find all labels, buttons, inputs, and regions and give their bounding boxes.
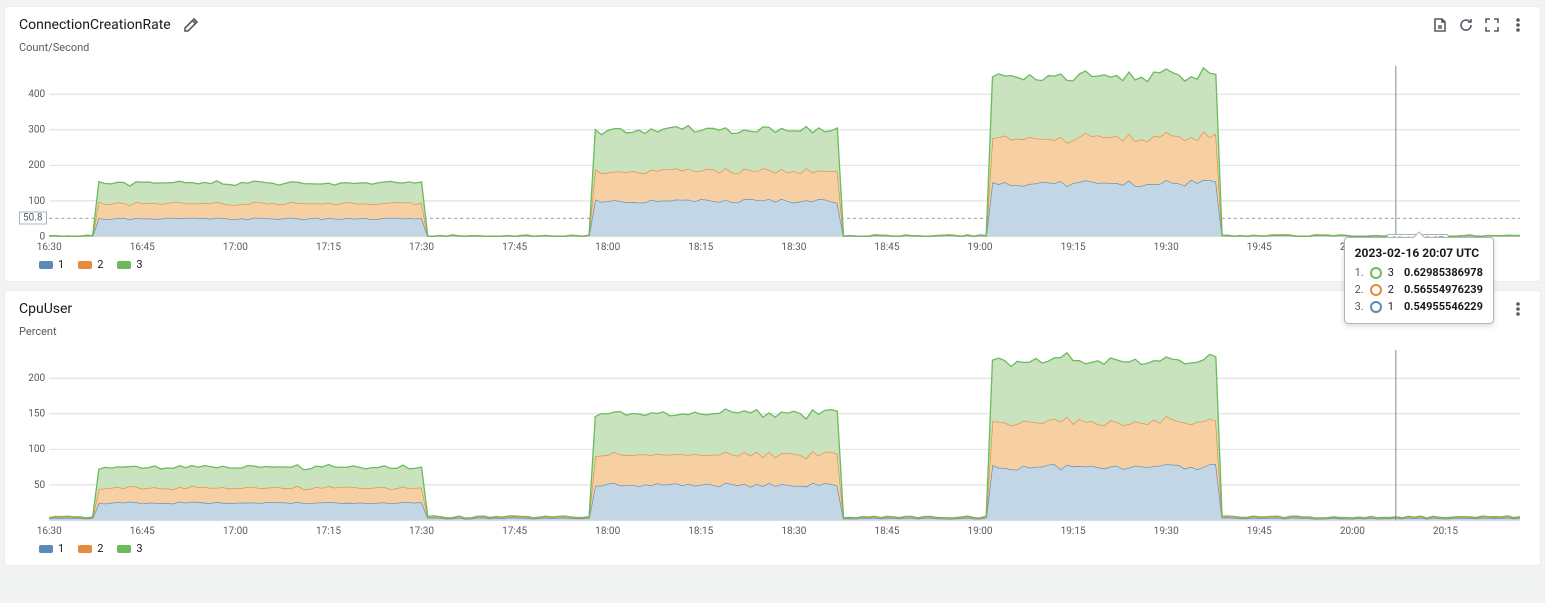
legend-item[interactable]: 2 bbox=[78, 542, 103, 555]
legend: 1 2 3 bbox=[5, 254, 1540, 281]
tooltip-value: 0.56554976239 bbox=[1404, 283, 1483, 296]
tooltip-row: 3. 1 0.54955546229 bbox=[1355, 298, 1483, 315]
legend-item[interactable]: 1 bbox=[39, 258, 64, 271]
series-ring-icon bbox=[1370, 284, 1382, 296]
svg-text:19:15: 19:15 bbox=[1061, 242, 1086, 253]
tooltip-value: 0.54955546229 bbox=[1404, 300, 1483, 313]
refresh-icon[interactable] bbox=[1456, 15, 1476, 35]
svg-text:19:45: 19:45 bbox=[1247, 242, 1272, 253]
tooltip-rank: 1. bbox=[1355, 266, 1364, 279]
chart-panel-cpu-user: CpuUser Percent 50 100 150 200 16:30 16:45 17:… bbox=[4, 290, 1541, 566]
svg-text:16:30: 16:30 bbox=[37, 526, 62, 537]
svg-text:19:00: 19:00 bbox=[968, 526, 993, 537]
svg-text:17:15: 17:15 bbox=[316, 526, 341, 537]
legend-label: 2 bbox=[97, 542, 103, 555]
legend-swatch bbox=[117, 545, 131, 553]
legend-swatch bbox=[39, 545, 53, 553]
legend-label: 1 bbox=[58, 542, 64, 555]
svg-text:20:15: 20:15 bbox=[1433, 526, 1458, 537]
svg-text:16:45: 16:45 bbox=[130, 526, 155, 537]
svg-text:400: 400 bbox=[28, 89, 45, 100]
expand-icon[interactable] bbox=[1482, 15, 1502, 35]
svg-text:20:00: 20:00 bbox=[1340, 526, 1365, 537]
hover-tooltip: 2023-02-16 20:07 UTC 1. 3 0.62985386978 … bbox=[1344, 237, 1494, 324]
tooltip-value: 0.62985386978 bbox=[1404, 266, 1483, 279]
tooltip-title: 2023-02-16 20:07 UTC bbox=[1355, 246, 1483, 260]
svg-text:300: 300 bbox=[28, 125, 45, 136]
svg-text:0: 0 bbox=[40, 231, 46, 242]
svg-text:19:00: 19:00 bbox=[968, 242, 993, 253]
svg-text:16:45: 16:45 bbox=[130, 242, 155, 253]
legend-label: 2 bbox=[97, 258, 103, 271]
baseline-readout: 50.8 bbox=[19, 211, 47, 224]
svg-text:200: 200 bbox=[28, 160, 45, 171]
svg-text:200: 200 bbox=[28, 373, 45, 384]
svg-text:18:30: 18:30 bbox=[781, 242, 806, 253]
svg-text:18:00: 18:00 bbox=[595, 526, 620, 537]
tooltip-rank: 2. bbox=[1355, 283, 1364, 296]
svg-text:17:45: 17:45 bbox=[502, 526, 527, 537]
legend: 1 2 3 bbox=[5, 538, 1540, 565]
chart-area[interactable]: 0 100 200 300 400 16:30 16:45 17:00 17:15 17:30 17… bbox=[5, 54, 1540, 254]
download-icon[interactable] bbox=[1430, 15, 1450, 35]
svg-text:18:45: 18:45 bbox=[874, 526, 899, 537]
legend-label: 3 bbox=[136, 542, 142, 555]
more-actions-icon[interactable] bbox=[1508, 299, 1528, 319]
svg-text:100: 100 bbox=[28, 444, 45, 455]
panel-title: CpuUser bbox=[19, 301, 72, 317]
svg-text:17:15: 17:15 bbox=[316, 242, 341, 253]
svg-text:17:45: 17:45 bbox=[502, 242, 527, 253]
tooltip-row: 2. 2 0.56554976239 bbox=[1355, 281, 1483, 298]
legend-item[interactable]: 3 bbox=[117, 542, 142, 555]
tooltip-rank: 3. bbox=[1355, 300, 1364, 313]
svg-text:50: 50 bbox=[34, 480, 46, 491]
svg-text:16:30: 16:30 bbox=[37, 242, 62, 253]
y-axis-label: Count/Second bbox=[5, 35, 1540, 54]
svg-text:18:15: 18:15 bbox=[688, 526, 713, 537]
svg-text:18:00: 18:00 bbox=[595, 242, 620, 253]
legend-swatch bbox=[78, 261, 92, 269]
y-axis-label: Percent bbox=[5, 319, 1540, 338]
legend-item[interactable]: 1 bbox=[39, 542, 64, 555]
chart-panel-connection-creation-rate: ConnectionCreationRate Count/Second 0 100… bbox=[4, 6, 1541, 282]
series-ring-icon bbox=[1370, 301, 1382, 313]
svg-text:18:45: 18:45 bbox=[874, 242, 899, 253]
legend-label: 3 bbox=[136, 258, 142, 271]
svg-text:19:45: 19:45 bbox=[1247, 526, 1272, 537]
svg-text:19:15: 19:15 bbox=[1061, 526, 1086, 537]
series-ring-icon bbox=[1370, 267, 1382, 279]
svg-text:18:30: 18:30 bbox=[781, 526, 806, 537]
svg-text:17:30: 17:30 bbox=[409, 526, 434, 537]
svg-text:17:00: 17:00 bbox=[223, 526, 248, 537]
legend-swatch bbox=[117, 261, 131, 269]
tooltip-series-label: 2 bbox=[1388, 283, 1394, 296]
legend-label: 1 bbox=[58, 258, 64, 271]
svg-text:17:00: 17:00 bbox=[223, 242, 248, 253]
more-actions-icon[interactable] bbox=[1508, 15, 1528, 35]
svg-text:150: 150 bbox=[28, 409, 45, 420]
svg-text:19:30: 19:30 bbox=[1154, 526, 1179, 537]
tooltip-row: 1. 3 0.62985386978 bbox=[1355, 264, 1483, 281]
svg-text:17:30: 17:30 bbox=[409, 242, 434, 253]
svg-text:18:15: 18:15 bbox=[688, 242, 713, 253]
tooltip-series-label: 3 bbox=[1388, 266, 1394, 279]
tooltip-series-label: 1 bbox=[1388, 300, 1394, 313]
legend-swatch bbox=[39, 261, 53, 269]
legend-swatch bbox=[78, 545, 92, 553]
legend-item[interactable]: 2 bbox=[78, 258, 103, 271]
legend-item[interactable]: 3 bbox=[117, 258, 142, 271]
svg-text:100: 100 bbox=[28, 196, 45, 207]
svg-text:19:30: 19:30 bbox=[1154, 242, 1179, 253]
edit-icon[interactable] bbox=[181, 15, 201, 35]
panel-title: ConnectionCreationRate bbox=[19, 17, 171, 33]
chart-area[interactable]: 50 100 150 200 16:30 16:45 17:00 17:15 17:30 17:4… bbox=[5, 338, 1540, 538]
